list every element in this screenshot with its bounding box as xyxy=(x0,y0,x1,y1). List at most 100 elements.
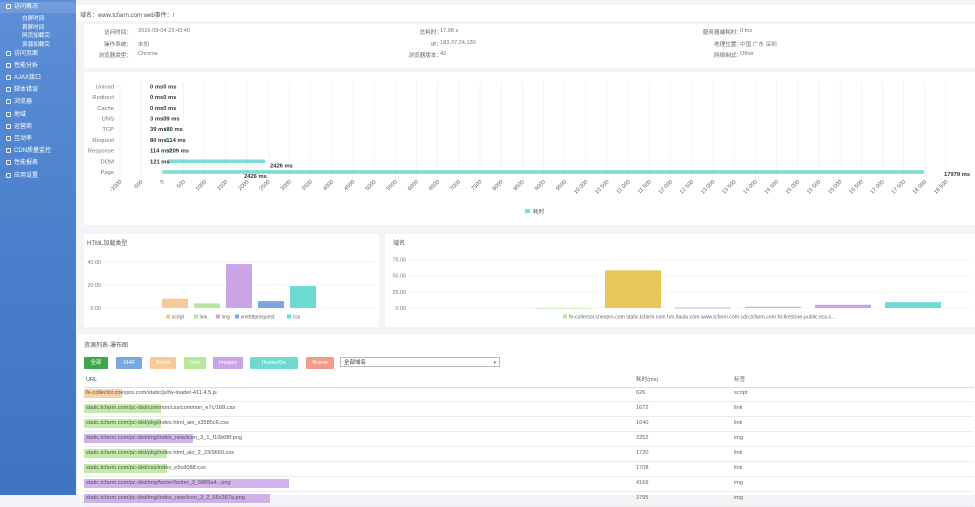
info-label: 浏览器类型： xyxy=(98,53,132,59)
resource-url[interactable]: static.tcfarm.com/pc-dist/pkg/index.html… xyxy=(86,450,234,456)
x-tick-label: 500 xyxy=(176,179,187,190)
x-tick-label: 4500 xyxy=(343,179,356,192)
x-tick-label: -1000 xyxy=(109,179,123,193)
table-row[interactable]: static.tcfarm.com/pc-dist/img/index_new/… xyxy=(84,492,974,507)
x-tick-label: 18 000 xyxy=(912,179,928,195)
timing-waterfall-chart: -1000 -500 0 500 1000 1500 2000 2500 3000 3500 400… xyxy=(88,81,970,216)
table-row[interactable]: static.tcfarm.com/pc-dist/img/index_new/… xyxy=(84,432,974,447)
resource-url[interactable]: static.tcfarm.com/pc-dist/common/css/com… xyxy=(86,405,236,411)
filter-button-xhr[interactable]: XHR xyxy=(116,357,142,369)
bar xyxy=(605,270,661,308)
table-row[interactable]: static.tcfarm.com/pc-dist/pkg/index.html… xyxy=(84,417,974,432)
legend-swatch xyxy=(194,314,198,319)
table-row[interactable]: static.tcfarm.com/pc-dist/common/css/com… xyxy=(84,402,974,417)
filter-button-link[interactable]: Link xyxy=(184,357,206,369)
sidebar-subitem[interactable]: 白屏时间 xyxy=(0,14,76,25)
domain-chart-title: 域名 xyxy=(393,241,406,247)
x-tick-label: 5500 xyxy=(386,179,399,192)
sidebar-item[interactable]: 互动率 xyxy=(0,134,76,145)
filter-button-iframexhr[interactable]: IframeXhr xyxy=(250,357,298,369)
header-bar: 域名：www.tcfarm.com web事件：/ xyxy=(76,5,975,21)
info-value: 2016-09-04 23:43:40 xyxy=(138,28,190,34)
filter-button-script[interactable]: Script xyxy=(150,357,176,369)
domain-header: 域名：www.tcfarm.com web事件：/ xyxy=(80,13,175,19)
sidebar-item-label: 脚本错误 xyxy=(14,87,39,94)
sidebar-item[interactable]: 访问页面 xyxy=(0,49,76,60)
sidebar-item[interactable]: 浏览器 xyxy=(0,97,76,108)
y-tick-label: 50.00 xyxy=(393,274,407,280)
x-tick-label: 10 000 xyxy=(573,179,589,195)
x-tick-label: 8500 xyxy=(513,179,526,192)
load-time-bar xyxy=(84,479,289,488)
sidebar-item[interactable]: 脚本错误 xyxy=(0,85,76,96)
filter-button-images[interactable]: Images xyxy=(213,357,243,369)
legend-swatch xyxy=(525,209,530,213)
sidebar-item-label: 地域 xyxy=(14,111,27,118)
y-category-label: Request xyxy=(92,138,114,144)
sidebar-subitem[interactable]: 网页加载完 xyxy=(0,31,76,42)
info-value: 42 xyxy=(440,51,447,57)
timing-value-label: 0 ms0 ms xyxy=(150,84,176,90)
legend-label: css xyxy=(293,315,301,321)
info-value: Chrome xyxy=(138,51,158,57)
info-label: 网络制式： xyxy=(714,53,742,59)
y-tick-label: 25.00 xyxy=(393,290,407,296)
report-icon xyxy=(6,160,11,166)
legend-label: xmlhttprequest xyxy=(241,315,276,321)
sidebar-item[interactable]: CDN质量监控 xyxy=(0,146,76,157)
y-category-label: Cache xyxy=(97,106,114,112)
link-icon xyxy=(6,74,11,80)
x-tick-label: 14 500 xyxy=(764,179,780,195)
filter-button-iframe[interactable]: Iframe xyxy=(306,357,334,369)
sidebar-item[interactable]: 应用设置 xyxy=(0,171,76,182)
load-time-bar xyxy=(84,389,123,398)
legend-label: script xyxy=(172,315,185,321)
timing-bar xyxy=(164,127,166,131)
x-tick-label: 17 000 xyxy=(870,179,886,195)
sidebar-item[interactable]: 地域 xyxy=(0,110,76,121)
bar xyxy=(815,304,871,308)
sidebar-item[interactable]: 运营商 xyxy=(0,122,76,133)
sidebar-item[interactable]: AJAX接口 xyxy=(0,73,76,84)
filter-button-全部[interactable]: 全部 xyxy=(84,357,108,369)
info-label: 浏览器版本： xyxy=(408,53,442,59)
table-row[interactable]: static.tcfarm.com/pc-dist/css/index_e5cd… xyxy=(84,462,974,477)
sidebar-item-label: 访问页面 xyxy=(14,50,39,57)
sidebar-subitem[interactable]: 资源加载完 xyxy=(0,40,76,51)
info-label: 总耗时： xyxy=(419,30,442,36)
sidebar-item[interactable]: 性能分析 xyxy=(0,61,76,72)
bar xyxy=(258,301,284,308)
column-header-type: 标签 xyxy=(734,377,746,383)
timing-bar xyxy=(162,116,165,121)
resource-url[interactable]: fe-collector.cnexprs.com/static/js/fw-lo… xyxy=(86,390,217,396)
resource-time: 2252 xyxy=(636,435,649,441)
bar xyxy=(290,286,316,308)
x-tick-label: 2500 xyxy=(259,179,272,192)
resource-type: script xyxy=(734,390,748,396)
table-row[interactable]: static.tcfarm.com/pc-dist/pkg/index.html… xyxy=(84,447,974,462)
bar xyxy=(194,303,220,308)
visit-info-panel: 访问时间： 2016-09-04 23:43:40 操作系统： 未知 浏览器类型： Chr… xyxy=(84,24,975,68)
x-tick-label: 1000 xyxy=(195,179,208,192)
resource-url[interactable]: static.tcfarm.com/pc-dist/img/footer/foo… xyxy=(86,480,231,486)
info-value: 17.98 s xyxy=(440,28,459,34)
resource-url[interactable]: static.tcfarm.com/pc-dist/img/index_new/… xyxy=(86,435,243,441)
resource-url[interactable]: static.tcfarm.com/pc-dist/img/index_new/… xyxy=(86,495,245,501)
resource-url[interactable]: static.tcfarm.com/pc-dist/pkg/index.html… xyxy=(86,420,229,426)
table-row[interactable]: fe-collector.cnexprs.com/static/js/fw-lo… xyxy=(84,387,974,402)
load-time-bar xyxy=(84,434,193,443)
sidebar-item[interactable]: 访问概况 xyxy=(0,2,76,13)
sidebar-item-label: CDN质量监控 xyxy=(14,148,51,155)
info-label: 地理位置： xyxy=(714,41,742,48)
resource-url[interactable]: static.tcfarm.com/pc-dist/css/index_e5cd… xyxy=(86,465,206,471)
timing-waterfall-panel: -1000 -500 0 500 1000 1500 2000 2500 3000 3500 400… xyxy=(84,72,975,225)
table-row[interactable]: static.tcfarm.com/pc-dist/img/footer/foo… xyxy=(84,477,974,492)
sidebar-item[interactable]: 性能报表 xyxy=(0,158,76,169)
legend-swatch xyxy=(216,314,220,319)
x-tick-label: 16 000 xyxy=(827,179,843,195)
info-value: 0 ms xyxy=(740,28,753,34)
x-tick-label: 11 500 xyxy=(637,179,653,195)
domain-select[interactable]: 全部域名 ▾ xyxy=(340,357,500,367)
resource-type: link xyxy=(734,420,743,426)
sidebar-subitem[interactable]: 首屏时间 xyxy=(0,23,76,34)
